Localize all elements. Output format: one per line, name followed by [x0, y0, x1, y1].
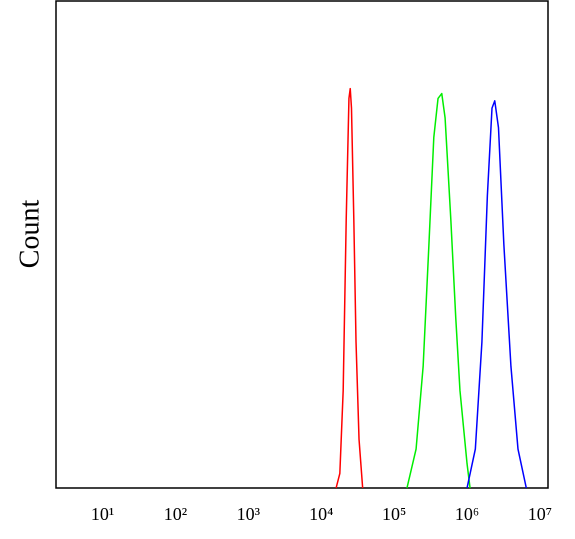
x-tick-label: 10¹	[91, 504, 114, 524]
x-tick-label: 10⁶	[455, 504, 479, 524]
histogram-line	[406, 92, 471, 489]
x-tick-label: 10⁵	[382, 504, 406, 524]
x-tick-label: 10³	[237, 504, 261, 524]
histogram-line	[466, 100, 528, 489]
x-tick-label: 10⁴	[309, 504, 333, 524]
x-tick-label: 10²	[164, 504, 187, 524]
plot-frame	[55, 0, 549, 489]
histogram-line	[335, 87, 364, 489]
y-axis-label: Count	[14, 200, 45, 269]
x-tick-label: 10⁷	[528, 504, 552, 524]
